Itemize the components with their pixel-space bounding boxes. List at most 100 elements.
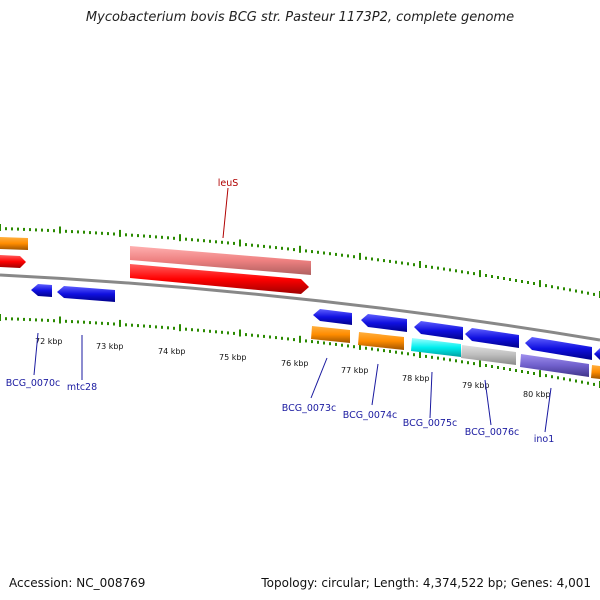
minor-tick [233, 331, 235, 335]
kbp-label: 80 kbp [523, 390, 551, 399]
minor-tick [533, 282, 535, 285]
minor-tick [155, 235, 157, 239]
minor-tick [257, 334, 259, 338]
minor-tick [503, 277, 505, 280]
minor-tick [551, 375, 553, 379]
minor-tick [251, 333, 253, 337]
minor-tick [341, 253, 343, 257]
gene-label-leus[interactable]: leuS [218, 178, 239, 189]
minor-tick [443, 267, 445, 271]
minor-tick [593, 292, 595, 296]
minor-tick [11, 317, 13, 321]
minor-tick [173, 326, 175, 330]
minor-tick [503, 367, 505, 370]
gene-bcg-0074c[interactable] [361, 314, 407, 332]
minor-tick [371, 257, 373, 261]
minor-tick [95, 231, 97, 235]
minor-tick [407, 352, 409, 356]
minor-tick [509, 368, 511, 371]
minor-tick [575, 289, 577, 293]
gene-label-bcg-0073c[interactable]: BCG_0073c [282, 403, 337, 414]
gene-label-ino1[interactable]: ino1 [534, 434, 555, 445]
minor-tick [65, 229, 67, 233]
minor-tick [281, 246, 283, 250]
gene-label-mtc28[interactable]: mtc28 [67, 382, 97, 393]
feature-cyan[interactable] [411, 338, 461, 357]
minor-tick [557, 376, 559, 380]
minor-tick [335, 342, 337, 346]
leader-bcg-0076c [484, 379, 492, 426]
minor-tick [17, 317, 19, 321]
feature-orange-1[interactable] [311, 326, 350, 343]
feature-grey[interactable] [461, 345, 516, 365]
minor-tick [383, 349, 385, 353]
minor-tick [437, 266, 439, 270]
gene-label-bcg-0076c[interactable]: BCG_0076c [465, 427, 520, 438]
feature-orange-left-top[interactable] [0, 237, 28, 250]
feature-orange-right[interactable] [591, 365, 600, 379]
minor-tick [185, 237, 187, 241]
minor-tick [587, 381, 589, 385]
minor-tick [101, 231, 103, 235]
feature-leus-rna[interactable] [130, 246, 311, 275]
gene-edge-right[interactable] [594, 348, 600, 360]
minor-tick [467, 271, 469, 275]
gene-bcg-0076c[interactable] [465, 328, 519, 348]
feature-red-left[interactable] [0, 255, 26, 268]
feature-orange-2[interactable] [358, 332, 404, 350]
feature-purple[interactable] [520, 354, 589, 377]
tick-track-inner [0, 314, 600, 388]
minor-tick [5, 317, 7, 321]
minor-tick [317, 340, 319, 344]
minor-tick [131, 323, 133, 327]
minor-tick [203, 329, 205, 333]
minor-tick [341, 343, 343, 347]
gene-bcg-0070c[interactable] [31, 284, 52, 297]
minor-tick [473, 362, 475, 366]
kbp-label: 76 kbp [281, 359, 309, 368]
minor-tick [293, 248, 295, 252]
kbp-label: 78 kbp [402, 374, 430, 383]
minor-tick [203, 239, 205, 243]
minor-tick [197, 238, 199, 242]
gene-leus[interactable] [130, 264, 309, 294]
minor-tick [587, 291, 589, 295]
minor-tick [461, 360, 463, 364]
gene-label-bcg-0075c[interactable]: BCG_0075c [403, 418, 458, 429]
minor-tick [455, 359, 457, 363]
gene-label-bcg-0074c[interactable]: BCG_0074c [343, 410, 398, 421]
minor-tick [215, 240, 217, 244]
gene-ino1[interactable] [525, 337, 592, 360]
minor-tick [593, 382, 595, 386]
minor-tick [329, 252, 331, 256]
minor-tick [167, 326, 169, 330]
minor-tick [467, 361, 469, 365]
minor-tick [125, 233, 127, 237]
gene-bcg-0073c[interactable] [313, 309, 352, 325]
major-tick [479, 360, 481, 368]
major-tick [119, 229, 121, 237]
kbp-label: 79 kbp [462, 381, 490, 390]
major-tick [419, 261, 421, 268]
minor-tick [23, 227, 25, 231]
minor-tick [377, 258, 379, 262]
minor-tick [425, 354, 427, 358]
minor-tick [29, 318, 31, 322]
minor-tick [485, 364, 487, 367]
minor-tick [215, 330, 217, 334]
minor-tick [221, 330, 223, 334]
minor-tick [107, 232, 109, 236]
major-tick [0, 224, 1, 231]
minor-tick [371, 347, 373, 351]
gene-mtc28[interactable] [57, 286, 115, 302]
major-tick [479, 270, 481, 278]
gene-bcg-0075c[interactable] [414, 321, 463, 340]
gene-label-bcg-0070c[interactable]: BCG_0070c [6, 378, 61, 389]
minor-tick [569, 288, 571, 292]
genome-summary-text: Topology: circular; Length: 4,374,522 bp… [261, 576, 591, 590]
minor-tick [83, 230, 85, 234]
minor-tick [497, 366, 499, 369]
minor-tick [293, 338, 295, 342]
map-title: Mycobacterium bovis BCG str. Pasteur 117… [85, 10, 515, 25]
kbp-label: 77 kbp [341, 366, 369, 375]
